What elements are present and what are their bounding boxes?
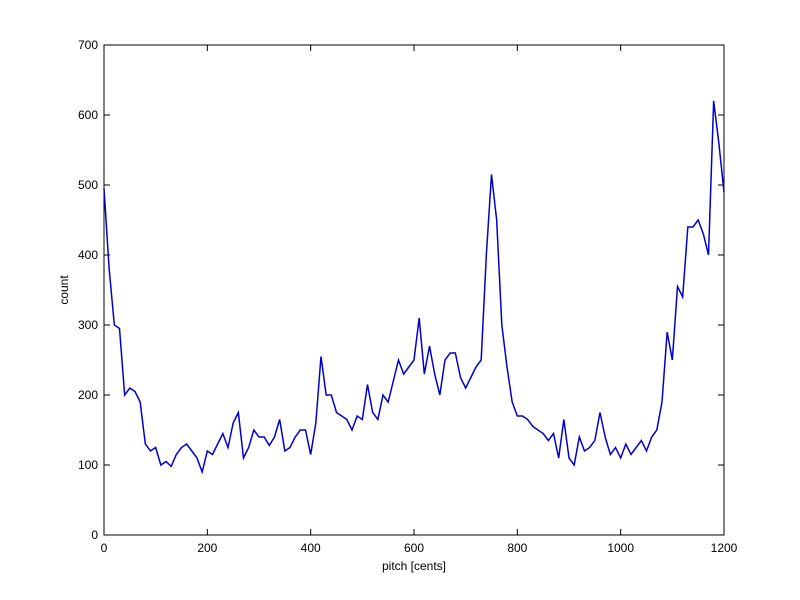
data-line: [103, 100, 725, 475]
y-tick-label: 0: [91, 528, 98, 542]
x-tick-label: 0: [101, 541, 108, 555]
y-tick-label: 200: [78, 388, 98, 402]
x-tick-label: 800: [507, 541, 527, 555]
x-tick-label: 1200: [711, 541, 738, 555]
plot-frame: [103, 44, 725, 536]
x-axis-label: pitch [cents]: [382, 559, 446, 573]
y-tick-label: 500: [78, 178, 98, 192]
y-tick-label: 100: [78, 458, 98, 472]
y-tick-label: 700: [78, 38, 98, 52]
x-tick-label: 600: [404, 541, 424, 555]
y-tick-label: 300: [78, 318, 98, 332]
y-tick-label: 400: [78, 248, 98, 262]
y-axis-label: count: [57, 275, 71, 305]
y-tick-label: 600: [78, 108, 98, 122]
x-tick-label: 400: [301, 541, 321, 555]
x-tick-label: 200: [197, 541, 217, 555]
x-tick-label: 1000: [607, 541, 634, 555]
